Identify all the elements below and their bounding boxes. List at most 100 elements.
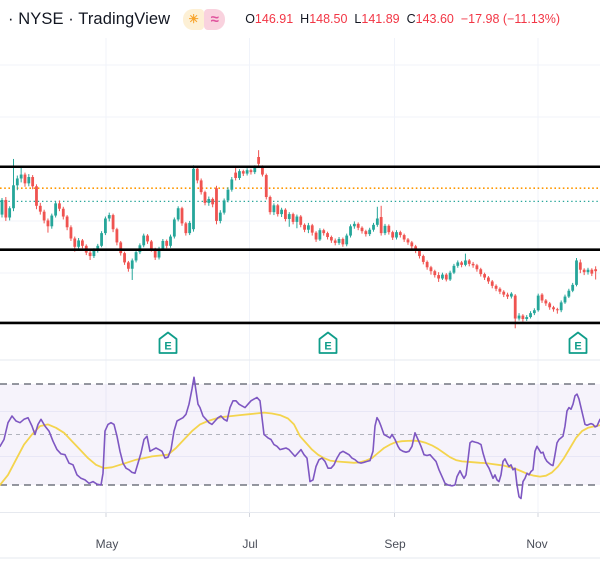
candle (104, 216, 107, 236)
candle (303, 223, 306, 233)
candle (69, 225, 73, 241)
candle (502, 290, 506, 298)
time-label: May (96, 537, 119, 551)
earnings-badge[interactable]: E (318, 331, 338, 354)
candle (58, 200, 61, 212)
candle (410, 240, 414, 249)
candle (364, 229, 368, 237)
candle (199, 178, 203, 195)
candle (375, 206, 379, 227)
candle (594, 266, 598, 280)
low-value: L141.89 (354, 12, 400, 26)
candlestick-series[interactable] (0, 150, 598, 329)
candle (349, 224, 352, 238)
candle (475, 263, 479, 272)
candle (345, 233, 349, 247)
candle (172, 217, 176, 239)
candle (575, 258, 578, 287)
candle (425, 260, 429, 270)
candle (35, 184, 38, 210)
candle (487, 276, 490, 284)
candle (195, 167, 199, 184)
candle (471, 261, 475, 268)
candle (8, 206, 12, 221)
candle (326, 231, 329, 240)
time-axis-area[interactable] (0, 513, 600, 558)
candle (368, 227, 372, 237)
candle (276, 203, 280, 217)
reaction-badges: ☀ ≈ (183, 8, 226, 30)
candle (249, 168, 253, 175)
candle (498, 287, 502, 295)
candle (433, 269, 437, 278)
candle (540, 293, 544, 303)
candle (0, 197, 4, 218)
dotted-price-lines[interactable] (0, 187, 600, 203)
stochastic-indicator[interactable] (0, 376, 600, 500)
candle (421, 254, 425, 265)
candle (46, 218, 50, 233)
candle (203, 190, 207, 206)
symbol-title: · NYSE · TradingView (8, 9, 171, 28)
candle (517, 313, 521, 321)
horizontal-level-lines[interactable] (0, 165, 600, 325)
candle (4, 197, 8, 221)
candle (287, 212, 291, 227)
candle (272, 203, 276, 216)
candle (460, 260, 463, 268)
candle (257, 150, 261, 166)
candle (123, 251, 126, 265)
candle (578, 259, 582, 274)
time-label: Sep (384, 537, 406, 551)
candle (544, 299, 548, 306)
earnings-badge-label: E (164, 341, 171, 353)
candle (211, 197, 215, 208)
close-value: C143.60 (406, 12, 454, 26)
candle (230, 177, 234, 192)
candle (119, 240, 123, 256)
candle (406, 238, 410, 245)
candle (42, 209, 46, 224)
candle (238, 169, 241, 180)
candle (61, 206, 65, 220)
candle (352, 221, 356, 229)
approx-icon[interactable]: ≈ (204, 8, 226, 30)
candle (215, 185, 218, 225)
candle (525, 315, 529, 321)
candle (291, 212, 295, 225)
candle (96, 243, 100, 253)
candle (532, 308, 536, 316)
earnings-badge-label: E (324, 341, 331, 353)
candle (184, 221, 188, 236)
sun-icon[interactable]: ☀ (183, 8, 205, 30)
earnings-badge[interactable]: E (158, 331, 178, 354)
candle (65, 215, 69, 231)
candle (299, 215, 303, 228)
candle (444, 273, 448, 282)
candle (360, 226, 364, 234)
earnings-badge[interactable]: E (568, 331, 588, 354)
candle (555, 307, 559, 314)
chart-header: · NYSE · TradingView ☀ ≈ O146.91 H148.50… (0, 0, 600, 38)
candle (165, 239, 169, 249)
candle (245, 168, 249, 176)
candle (54, 200, 58, 218)
earnings-badge-label: E (574, 341, 581, 353)
stoch-k-line[interactable] (0, 376, 600, 500)
candle (464, 253, 467, 267)
candle (146, 234, 149, 244)
candle (38, 202, 42, 215)
candle (567, 288, 571, 299)
time-axis[interactable]: May Jul Sep Nov (0, 513, 600, 558)
candle (115, 227, 119, 246)
candle (130, 258, 134, 280)
ohlc-values: O146.91 H148.50 L141.89 C143.60 −17.98 (… (245, 12, 567, 26)
open-value: O146.91 (245, 12, 294, 26)
candle (429, 265, 433, 275)
candle (582, 268, 586, 276)
candle (23, 172, 27, 187)
candle (31, 175, 35, 190)
candle (88, 250, 92, 260)
